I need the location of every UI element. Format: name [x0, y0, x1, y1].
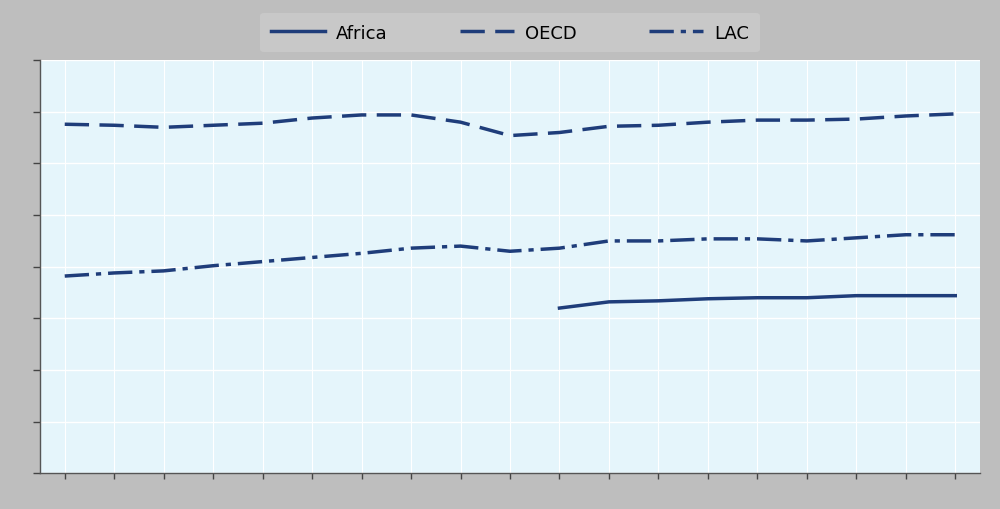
OECD — [59, 122, 71, 128]
LAC — [455, 243, 467, 249]
Line: Africa: Africa — [559, 296, 955, 308]
OECD — [108, 123, 120, 129]
LAC — [702, 236, 714, 242]
Africa — [801, 295, 813, 301]
LAC — [801, 238, 813, 244]
Africa — [949, 293, 961, 299]
Africa — [702, 296, 714, 302]
LAC — [652, 238, 664, 244]
Line: LAC: LAC — [65, 235, 955, 276]
OECD — [405, 112, 417, 119]
LAC — [306, 255, 318, 261]
LAC — [553, 246, 565, 252]
LAC — [108, 270, 120, 276]
LAC — [158, 268, 170, 274]
Africa — [553, 305, 565, 312]
Africa — [751, 295, 763, 301]
OECD — [801, 118, 813, 124]
LAC — [257, 259, 269, 265]
LAC — [603, 238, 615, 244]
OECD — [455, 120, 467, 126]
OECD — [900, 114, 912, 120]
OECD — [306, 116, 318, 122]
Line: OECD: OECD — [65, 115, 955, 136]
OECD — [949, 111, 961, 118]
OECD — [207, 123, 219, 129]
Africa — [900, 293, 912, 299]
OECD — [652, 123, 664, 129]
OECD — [702, 120, 714, 126]
OECD — [603, 124, 615, 130]
OECD — [850, 117, 862, 123]
LAC — [949, 232, 961, 238]
OECD — [751, 118, 763, 124]
LAC — [207, 263, 219, 269]
OECD — [504, 133, 516, 139]
Legend: Africa, OECD, LAC: Africa, OECD, LAC — [260, 14, 760, 53]
Africa — [850, 293, 862, 299]
OECD — [553, 130, 565, 136]
Africa — [603, 299, 615, 305]
LAC — [900, 232, 912, 238]
LAC — [504, 249, 516, 255]
LAC — [751, 236, 763, 242]
LAC — [59, 273, 71, 279]
LAC — [850, 235, 862, 241]
LAC — [405, 246, 417, 252]
OECD — [257, 121, 269, 127]
LAC — [356, 251, 368, 257]
OECD — [356, 112, 368, 119]
OECD — [158, 125, 170, 131]
Africa — [652, 298, 664, 304]
